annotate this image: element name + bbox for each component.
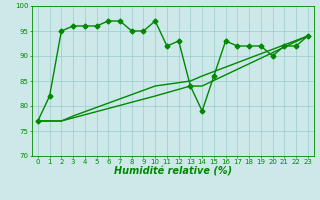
X-axis label: Humidité relative (%): Humidité relative (%) <box>114 167 232 177</box>
